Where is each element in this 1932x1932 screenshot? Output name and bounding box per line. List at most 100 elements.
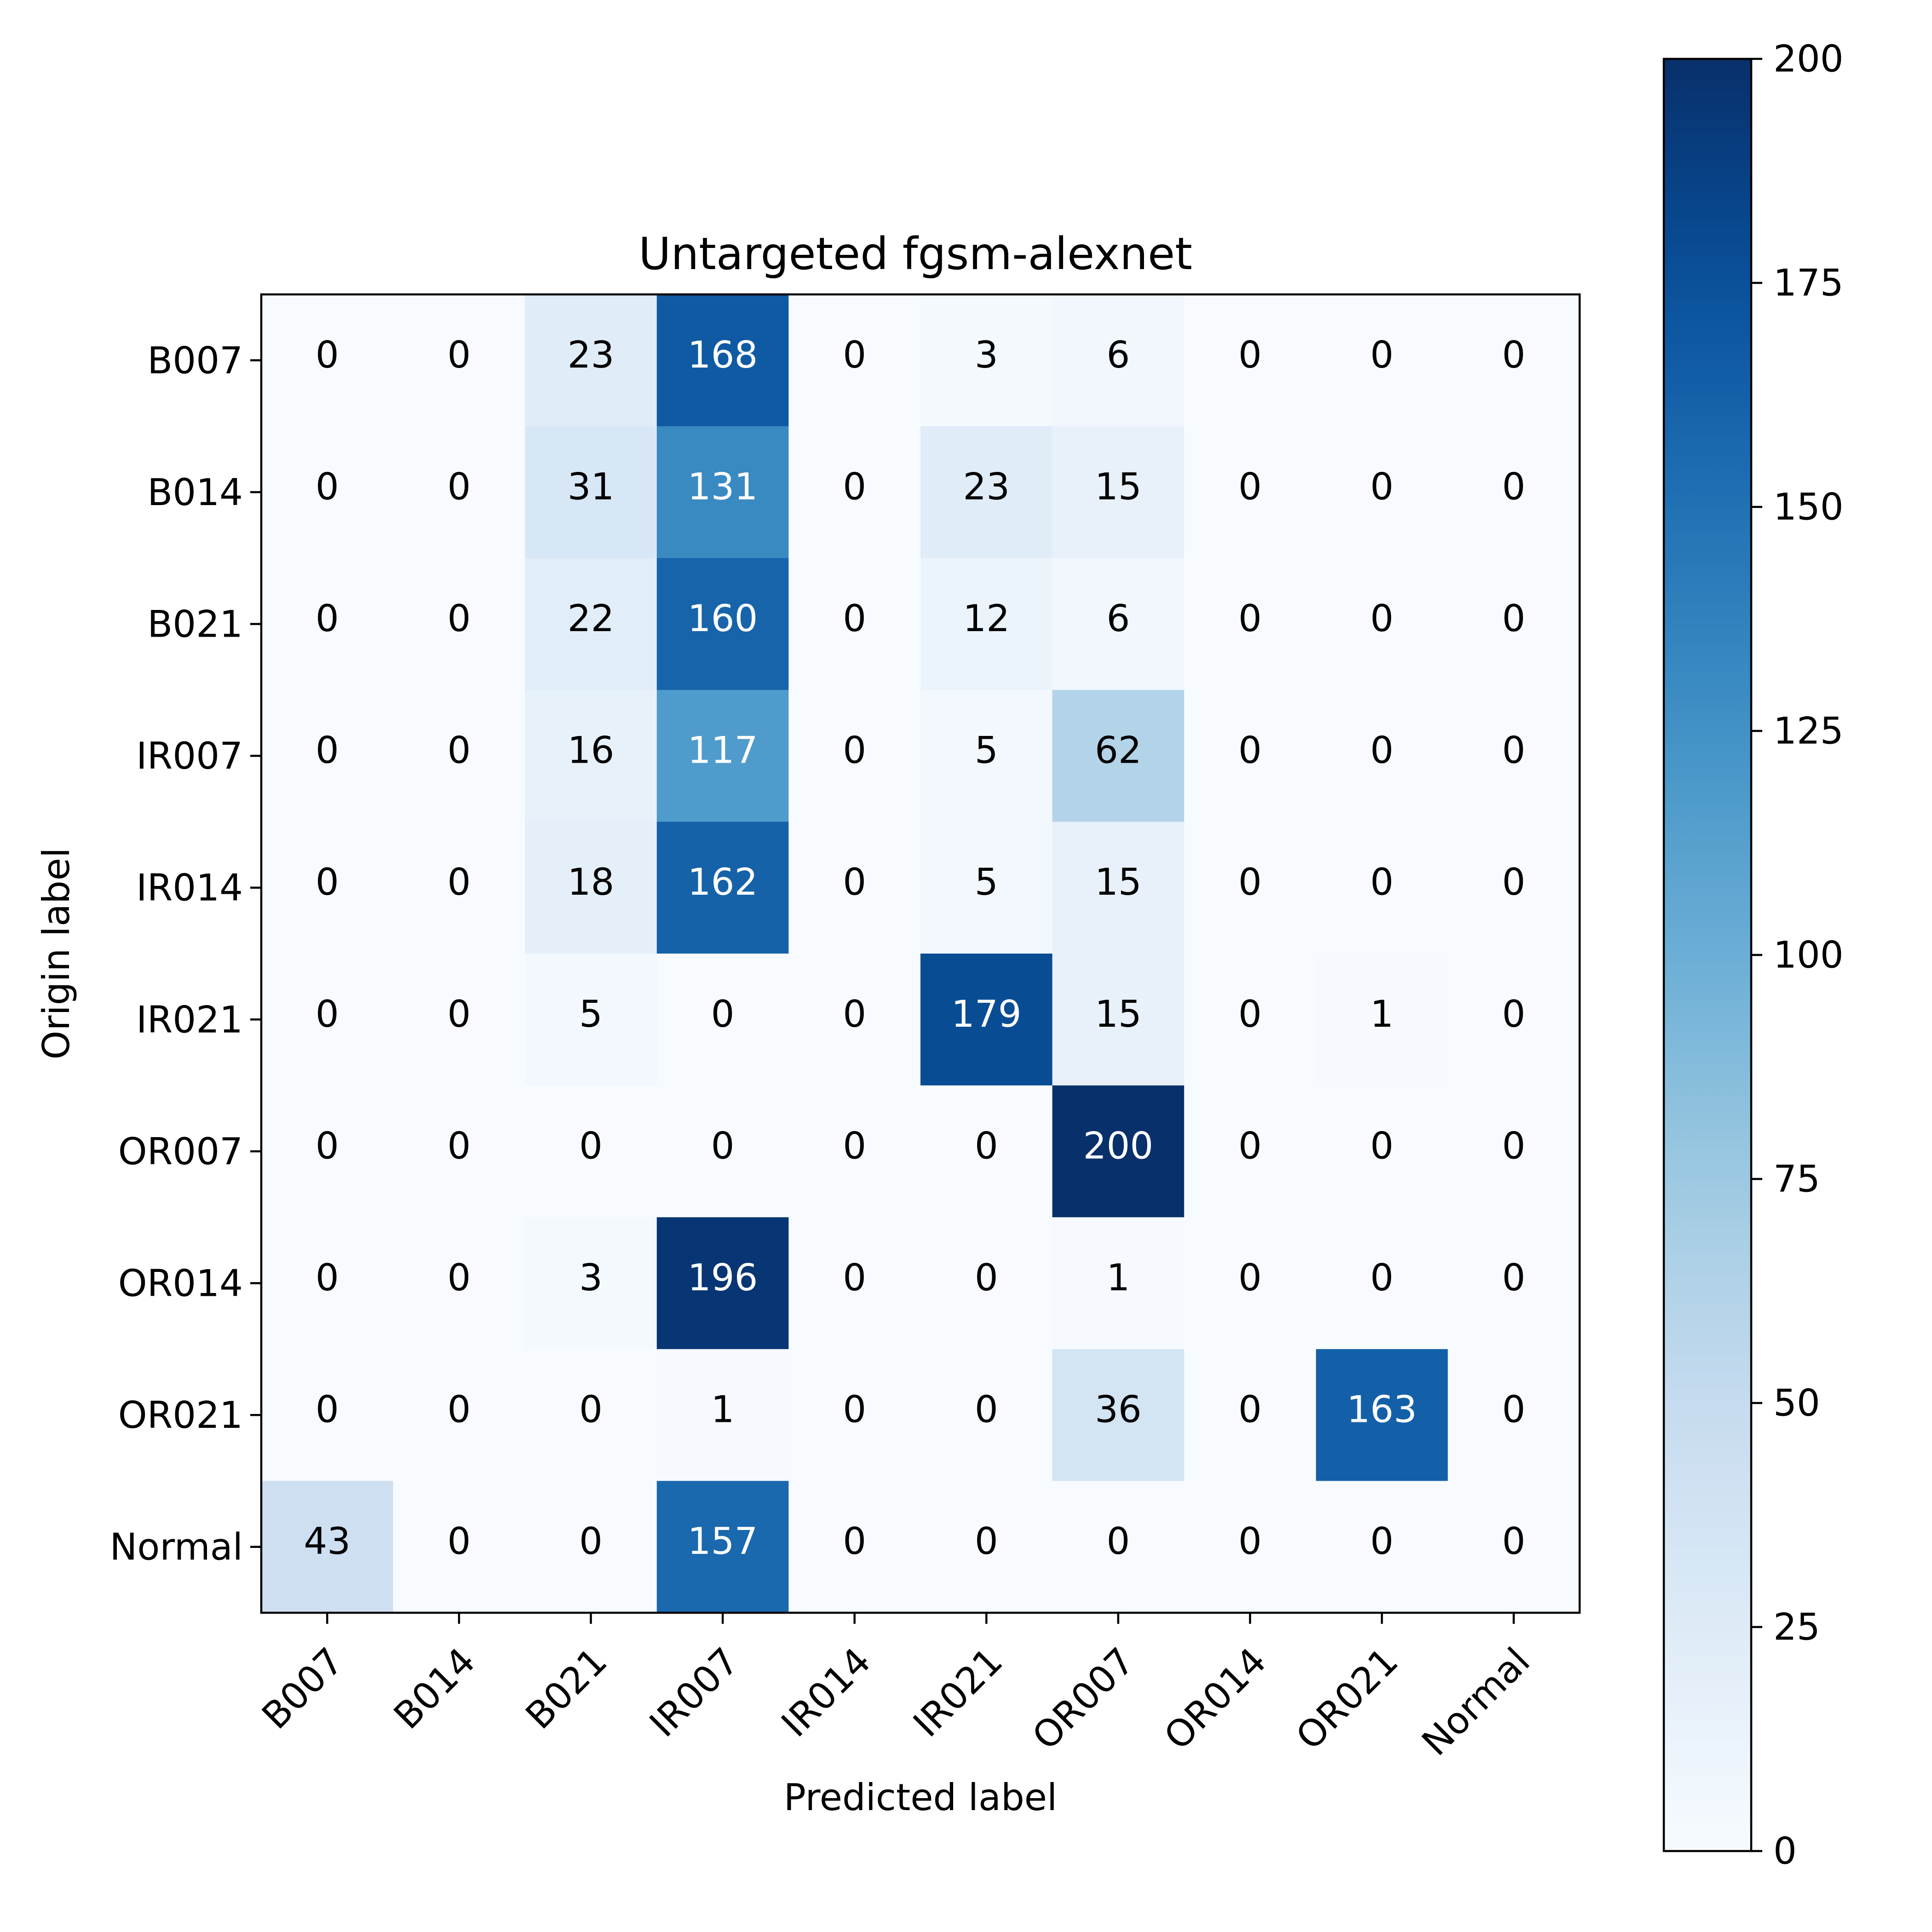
y-tick-label: OR021 <box>118 1394 243 1437</box>
cell-value-label: 6 <box>1106 597 1130 640</box>
cell-value-label: 0 <box>711 993 735 1035</box>
heatmap-cell <box>261 294 394 427</box>
x-tick-label: IR007 <box>641 1639 747 1745</box>
heatmap-cell <box>393 426 525 558</box>
heatmap-cell <box>1316 1481 1448 1613</box>
cell-value-label: 12 <box>963 597 1010 640</box>
heatmap-cell <box>1052 1217 1184 1350</box>
cell-value-label: 0 <box>1238 993 1262 1035</box>
heatmap-cell <box>525 426 657 558</box>
colorbar-tick-label: 75 <box>1773 1158 1820 1201</box>
cell-value-label: 0 <box>316 597 339 640</box>
cell-value-label: 23 <box>568 334 615 376</box>
heatmap-cell <box>1316 822 1448 954</box>
heatmap-cell <box>1052 426 1184 558</box>
heatmap-cell <box>920 1085 1053 1218</box>
heatmap-cell <box>788 1349 921 1481</box>
heatmap-cell <box>525 1085 657 1218</box>
heatmap-cell <box>656 1349 789 1481</box>
heatmap-cell <box>1052 294 1184 427</box>
cell-value-label: 0 <box>1370 465 1394 508</box>
cell-value-label: 0 <box>1370 334 1394 376</box>
cell-value-label: 0 <box>316 1256 339 1299</box>
y-axis-ticks: B007 B014 B021 IR007 IR014 IR021 OR007 OR014 OR0… <box>110 339 261 1569</box>
x-tick-label: OR007 <box>1024 1639 1143 1758</box>
cell-value-label: 160 <box>688 597 758 640</box>
heatmap-cell <box>1448 1085 1580 1218</box>
heatmap-cell <box>1448 822 1580 954</box>
cell-value-label: 0 <box>1238 1124 1262 1167</box>
cell-value-label: 179 <box>951 993 1022 1035</box>
heatmap-cell <box>920 1349 1053 1481</box>
cell-value-label: 0 <box>447 465 471 508</box>
cell-value-label: 18 <box>568 861 615 903</box>
heatmap-cell <box>656 1481 789 1613</box>
heatmap-cell <box>1184 558 1317 690</box>
heatmap-cell <box>1448 1481 1580 1613</box>
cell-value-label: 5 <box>975 729 998 772</box>
heatmap-cell <box>1316 426 1448 558</box>
heatmap-cell <box>1316 1217 1448 1350</box>
cell-value-label: 0 <box>843 861 866 903</box>
cell-value-label: 0 <box>975 1256 998 1299</box>
heatmap-cell <box>1316 558 1448 690</box>
heatmap-cell <box>656 1085 789 1218</box>
y-tick-label: B014 <box>147 471 243 514</box>
heatmap-cell <box>393 690 525 822</box>
x-tick-label: IR014 <box>773 1639 879 1745</box>
cell-value-label: 0 <box>1370 861 1394 903</box>
heatmap-cell <box>788 1481 921 1613</box>
heatmap-cell <box>788 426 921 558</box>
heatmap-cell <box>1448 426 1580 558</box>
cell-value-label: 0 <box>843 334 866 376</box>
colorbar-tick-label: 0 <box>1773 1830 1797 1873</box>
heatmap-cell <box>1052 954 1184 1086</box>
heatmap-cell <box>525 1349 657 1481</box>
heatmap-cell <box>393 954 525 1086</box>
cell-value-label: 0 <box>316 1388 339 1431</box>
colorbar-tick-label: 50 <box>1773 1382 1820 1425</box>
heatmap-cell <box>1448 1349 1580 1481</box>
cell-value-label: 157 <box>688 1520 758 1563</box>
cell-value-label: 0 <box>1238 597 1262 640</box>
cell-value-label: 0 <box>1370 1256 1394 1299</box>
cell-value-label: 0 <box>316 861 339 903</box>
x-tick-label: B021 <box>518 1639 615 1737</box>
cell-value-label: 1 <box>711 1388 735 1431</box>
heatmap-cell <box>788 822 921 954</box>
cell-value-label: 0 <box>1238 334 1262 376</box>
x-axis-label: Predicted label <box>784 1776 1057 1819</box>
cell-value-label: 0 <box>843 465 866 508</box>
heatmap-cell <box>1316 294 1448 427</box>
plot-frame <box>260 293 1581 1614</box>
cell-value-label: 0 <box>316 334 339 376</box>
cell-value-label: 0 <box>316 993 339 1035</box>
heatmap-cell <box>1184 1217 1317 1350</box>
heatmap-cell <box>788 1217 921 1350</box>
y-tick-label: IR014 <box>136 867 243 909</box>
cell-value-label: 0 <box>1238 861 1262 903</box>
cell-value-label: 6 <box>1106 334 1130 376</box>
cell-value-label: 0 <box>1502 334 1525 376</box>
cell-value-label: 0 <box>843 729 866 772</box>
cell-value-label: 0 <box>1238 1388 1262 1431</box>
cell-value-label: 3 <box>975 334 998 376</box>
heatmap-cell <box>1184 294 1317 427</box>
cell-value-label: 23 <box>963 465 1010 508</box>
cell-value-label: 0 <box>843 597 866 640</box>
heatmap-cell <box>1316 1349 1448 1481</box>
heatmap-cell <box>393 1481 525 1613</box>
heatmap-cell <box>920 294 1053 427</box>
heatmap-cell <box>525 294 657 427</box>
cell-value-label: 5 <box>579 993 603 1035</box>
cell-value-label: 0 <box>447 334 471 376</box>
cell-value-label: 0 <box>447 1520 471 1563</box>
colorbar-tick-label: 100 <box>1773 934 1844 977</box>
cell-value-label: 3 <box>579 1256 603 1299</box>
heatmap-cell <box>920 822 1053 954</box>
colorbar-tick-label: 175 <box>1773 262 1844 305</box>
cell-value-label: 168 <box>688 334 758 376</box>
heatmap-cell <box>393 294 525 427</box>
heatmap-cell <box>1052 690 1184 822</box>
